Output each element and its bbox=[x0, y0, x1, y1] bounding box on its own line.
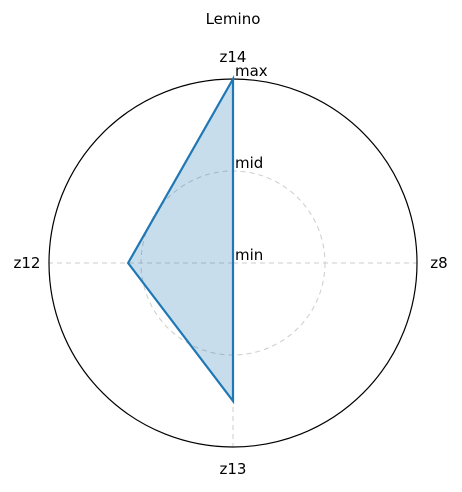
chart-title: Lemino bbox=[206, 10, 261, 28]
radar-labels: z14 z8 z13 z12 min mid max bbox=[14, 48, 448, 478]
axis-label-z12: z12 bbox=[14, 254, 41, 272]
axis-label-z8: z8 bbox=[430, 254, 447, 272]
level-label-min: min bbox=[235, 246, 263, 264]
level-label-max: max bbox=[235, 62, 268, 80]
series-area-0 bbox=[128, 79, 233, 401]
radar-series bbox=[126, 74, 235, 405]
axis-label-z14: z14 bbox=[220, 48, 247, 66]
axis-label-z13: z13 bbox=[220, 460, 247, 478]
level-label-mid: mid bbox=[235, 154, 263, 172]
